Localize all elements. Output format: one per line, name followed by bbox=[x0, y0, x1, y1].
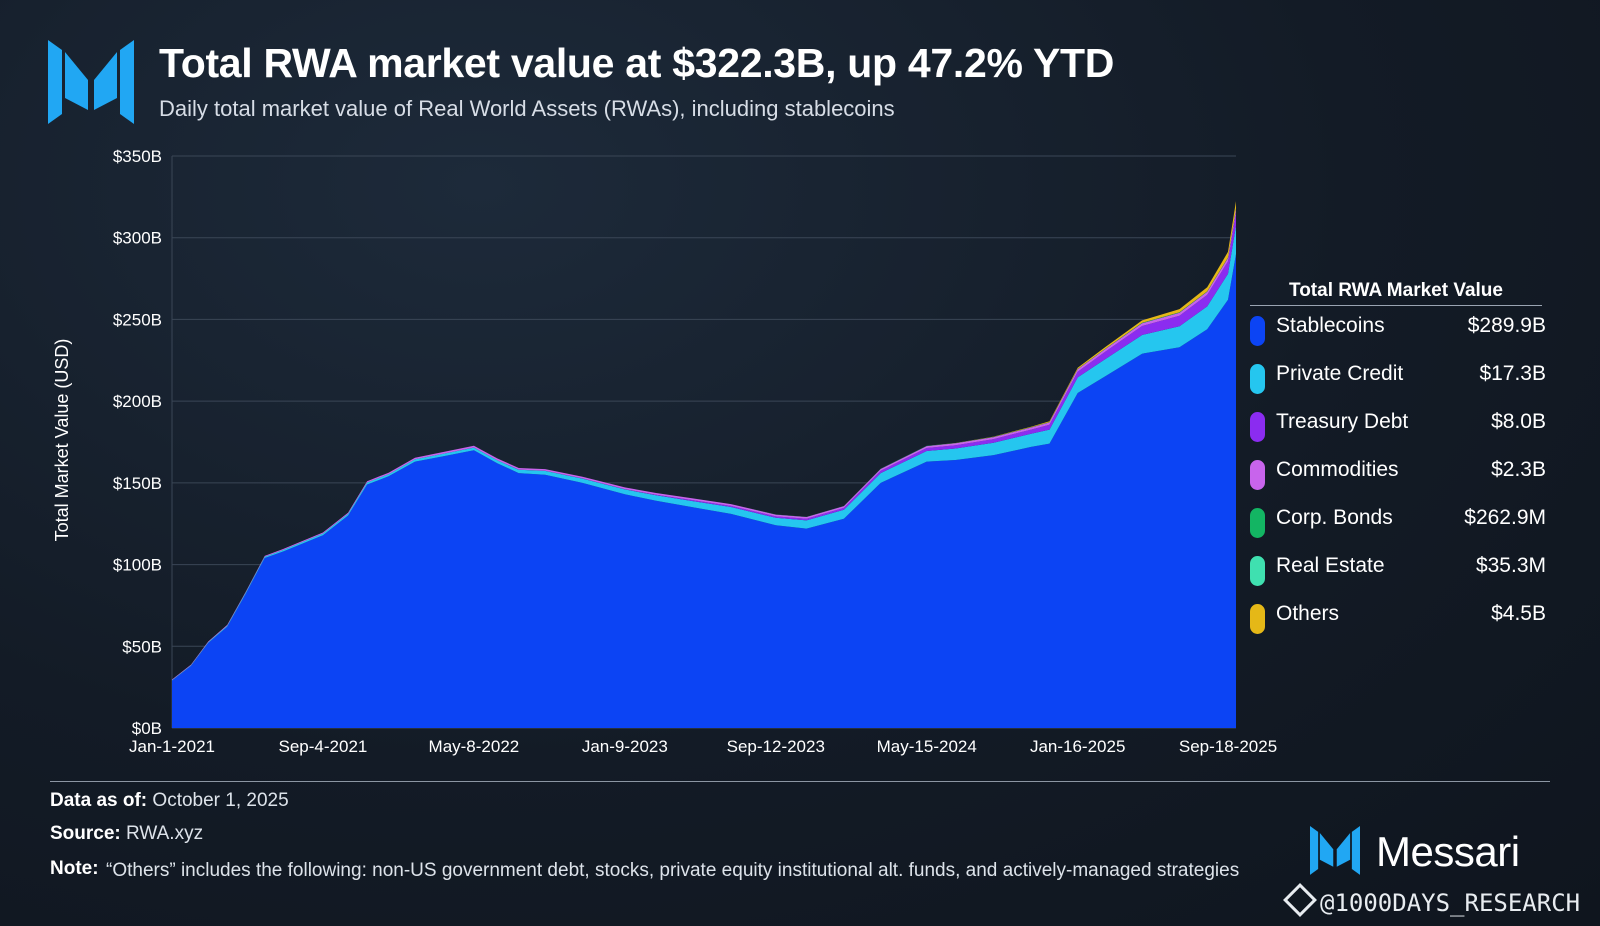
watermark: @1000DAYS_RESEARCH bbox=[1283, 883, 1581, 917]
diamond-icon bbox=[1283, 883, 1317, 917]
y-tick-label: $200B bbox=[113, 392, 162, 411]
note-text: “Others” includes the following: non-US … bbox=[106, 860, 1240, 881]
legend-swatch bbox=[1250, 316, 1265, 346]
y-axis-label: Total Market Value (USD) bbox=[52, 339, 72, 542]
legend-label: Corp. Bonds bbox=[1276, 506, 1393, 529]
legend-item: Private Credit $17.3B bbox=[1248, 354, 1548, 402]
area-series-stablecoins bbox=[172, 254, 1236, 728]
legend-swatch bbox=[1250, 508, 1265, 538]
legend-label: Treasury Debt bbox=[1276, 410, 1409, 433]
watermark-text: @1000DAYS_RESEARCH bbox=[1320, 889, 1581, 917]
source: Source: RWA.xyz bbox=[50, 823, 203, 845]
y-tick-label: $150B bbox=[113, 474, 162, 493]
source-value: RWA.xyz bbox=[126, 823, 204, 844]
y-tick-label: $350B bbox=[113, 147, 162, 166]
legend-swatch bbox=[1250, 364, 1265, 394]
legend-label: Commodities bbox=[1276, 458, 1399, 481]
x-tick-label: Jan-16-2025 bbox=[1030, 737, 1125, 756]
y-tick-label: $300B bbox=[113, 229, 162, 248]
x-tick-label: Jan-1-2021 bbox=[129, 737, 215, 756]
legend-item: Corp. Bonds $262.9M bbox=[1248, 498, 1548, 546]
data-as-of: Data as of: October 1, 2025 bbox=[50, 790, 289, 812]
page-subtitle: Daily total market value of Real World A… bbox=[159, 96, 895, 121]
legend-label: Real Estate bbox=[1276, 554, 1385, 577]
legend-item: Real Estate $35.3M bbox=[1248, 546, 1548, 594]
legend-title: Total RWA Market Value bbox=[1250, 280, 1542, 306]
x-tick-label: May-8-2022 bbox=[429, 737, 520, 756]
legend-label: Stablecoins bbox=[1276, 314, 1385, 337]
legend-value: $262.9M bbox=[1464, 506, 1546, 529]
data-as-of-value: October 1, 2025 bbox=[152, 790, 289, 811]
legend-value: $289.9B bbox=[1467, 314, 1546, 337]
legend-swatch bbox=[1250, 604, 1265, 634]
legend-item: Others $4.5B bbox=[1248, 594, 1548, 642]
legend-value: $35.3M bbox=[1475, 554, 1546, 577]
legend-item: Treasury Debt $8.0B bbox=[1248, 402, 1548, 450]
legend-label: Private Credit bbox=[1276, 362, 1404, 385]
legend-value: $4.5B bbox=[1491, 602, 1546, 625]
legend-item: Stablecoins $289.9B bbox=[1248, 306, 1548, 354]
x-tick-label: May-15-2024 bbox=[877, 737, 977, 756]
footer-divider bbox=[50, 781, 1550, 782]
legend-value: $8.0B bbox=[1491, 410, 1546, 433]
legend-swatch bbox=[1250, 556, 1265, 586]
note: Note: “Others” includes the following: n… bbox=[50, 858, 1280, 884]
y-tick-label: $250B bbox=[113, 310, 162, 329]
legend-swatch bbox=[1250, 460, 1265, 490]
messari-logo-icon bbox=[1310, 826, 1360, 875]
y-tick-label: $100B bbox=[113, 556, 162, 575]
legend-swatch bbox=[1250, 412, 1265, 442]
y-tick-label: $50B bbox=[122, 637, 162, 656]
x-tick-label: Sep-4-2021 bbox=[279, 737, 368, 756]
x-tick-label: Sep-12-2023 bbox=[727, 737, 825, 756]
brand-name: Messari bbox=[1376, 828, 1520, 875]
legend-value: $17.3B bbox=[1479, 362, 1546, 385]
legend-value: $2.3B bbox=[1491, 458, 1546, 481]
brand: Messari bbox=[1310, 826, 1550, 876]
legend: Total RWA Market Value Stablecoins $289.9… bbox=[1248, 280, 1548, 642]
y-tick-label: $0B bbox=[132, 719, 162, 738]
messari-logo-icon bbox=[48, 40, 134, 124]
stacked-area-chart: $0B $50B $100B $150B $200B $250B $300B $350B Ja… bbox=[52, 147, 1277, 756]
source-label: Source: bbox=[50, 823, 121, 844]
x-tick-label: Sep-18-2025 bbox=[1179, 737, 1277, 756]
data-as-of-label: Data as of: bbox=[50, 790, 148, 811]
x-tick-label: Jan-9-2023 bbox=[582, 737, 668, 756]
note-label: Note: bbox=[50, 858, 99, 879]
page-title: Total RWA market value at $322.3B, up 47… bbox=[159, 40, 1115, 86]
legend-label: Others bbox=[1276, 602, 1340, 625]
legend-item: Commodities $2.3B bbox=[1248, 450, 1548, 498]
